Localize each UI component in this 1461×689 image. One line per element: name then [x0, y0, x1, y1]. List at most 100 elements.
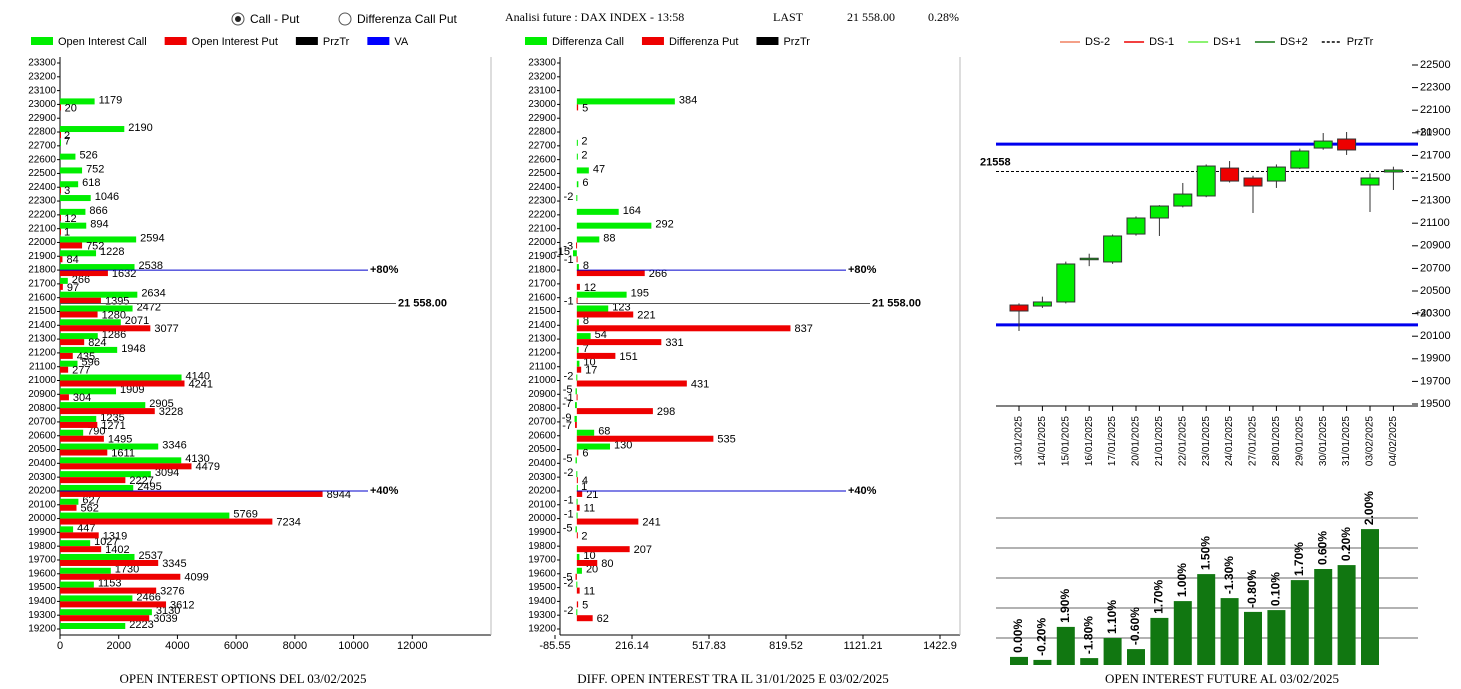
value-label: -3 [563, 240, 573, 252]
bar-label: 1.50% [1198, 536, 1212, 570]
x-tick-label: 1121.21 [844, 640, 883, 652]
candle-body [1032, 301, 1052, 307]
x-tick-label: 6000 [224, 640, 248, 652]
x-tick-label: 10000 [338, 640, 369, 652]
strike-label: 19800 [28, 541, 56, 552]
value-label: 562 [80, 503, 98, 515]
value-label: 1280 [102, 309, 126, 321]
value-label: 2537 [138, 550, 162, 562]
strike-label: 20200 [28, 486, 56, 497]
bar [576, 408, 653, 415]
value-label: 1228 [100, 246, 124, 258]
bar [60, 526, 74, 533]
level-label: 21 558.00 [872, 297, 921, 309]
y-tick-label: 20500 [1420, 285, 1451, 297]
strike-label: 21300 [28, 334, 56, 345]
x-tick-label: 517.83 [692, 640, 726, 652]
bar [576, 346, 579, 353]
bar [60, 139, 61, 146]
bar [576, 615, 593, 622]
value-label: 2 [581, 136, 587, 148]
strike-label: 22700 [528, 140, 556, 151]
bar [60, 242, 83, 249]
strike-label: 20900 [528, 389, 556, 400]
bar [576, 291, 627, 298]
strike-label: 19400 [528, 596, 556, 607]
y-tick-label: 21700 [1420, 149, 1451, 161]
radio-label[interactable]: Call - Put [250, 12, 300, 26]
radio-label[interactable]: Differenza Call Put [357, 12, 457, 26]
bar [60, 380, 185, 387]
value-label: -5 [563, 522, 573, 534]
bar [60, 443, 159, 450]
strike-label: 22300 [528, 196, 556, 207]
level-label: +80% [848, 264, 877, 276]
value-label: 2905 [149, 398, 173, 410]
y-tick-label: 22500 [1420, 59, 1451, 71]
strike-label: 21200 [28, 348, 56, 359]
value-label: 752 [86, 163, 104, 175]
strike-label: 20900 [28, 389, 56, 400]
bar [60, 236, 137, 243]
value-label: 8 [583, 260, 589, 272]
value-label: -2 [564, 605, 574, 617]
bar [1080, 658, 1099, 665]
strike-label: 21700 [28, 279, 56, 290]
strike-label: 21900 [28, 251, 56, 262]
value-label: 2227 [129, 475, 153, 487]
value-label: 1632 [112, 268, 136, 280]
strike-label: 23100 [528, 85, 556, 96]
bar [576, 311, 634, 318]
value-label: 384 [679, 94, 697, 106]
strike-label: 21800 [28, 265, 56, 276]
value-label: -15 [554, 246, 570, 258]
value-label: 435 [77, 351, 95, 363]
value-label: 447 [77, 522, 95, 534]
value-label: 1179 [99, 94, 123, 106]
value-label: 3612 [170, 599, 194, 611]
candle-body [1079, 257, 1099, 261]
candle-body [1056, 263, 1076, 303]
strike-label: 23300 [28, 58, 56, 69]
value-label: 12 [584, 282, 596, 294]
value-label: 2472 [137, 301, 161, 313]
strike-label: 20600 [28, 430, 56, 441]
bar [60, 250, 97, 257]
legend-label: PrzTr [783, 36, 810, 48]
bar [576, 222, 652, 229]
candle-body [1149, 205, 1169, 219]
bar [1361, 529, 1379, 665]
value-label: 3276 [160, 585, 184, 597]
bar [60, 402, 146, 409]
x-tick-label: 23/01/2025 [1201, 416, 1212, 466]
value-label: -5 [563, 384, 573, 396]
bar [60, 573, 181, 580]
bar [60, 463, 192, 470]
value-label: 2071 [125, 315, 149, 327]
value-label: 1395 [105, 296, 129, 308]
bar [60, 214, 61, 221]
x-tick-label: 0 [57, 640, 63, 652]
bar [60, 181, 79, 188]
value-label: 292 [655, 219, 673, 231]
value-label: 331 [665, 337, 683, 349]
bar [576, 270, 645, 277]
strike-label: 22300 [28, 196, 56, 207]
bar [573, 250, 577, 257]
value-label: 123 [612, 301, 630, 313]
bar [576, 394, 578, 401]
strike-label: 20100 [528, 499, 556, 510]
x-tick-label: 13/01/2025 [1014, 416, 1025, 466]
value-label: 1611 [111, 447, 135, 459]
bar-label: 0.60% [1315, 531, 1329, 565]
bar [60, 132, 61, 139]
bar [575, 526, 577, 533]
candle-body [1337, 138, 1357, 151]
bar [576, 435, 714, 442]
value-label: -2 [564, 467, 574, 479]
strike-label: 20300 [28, 472, 56, 483]
strike-label: 19600 [528, 568, 556, 579]
radio[interactable] [338, 12, 352, 26]
x-tick-label: 30/01/2025 [1318, 416, 1329, 466]
